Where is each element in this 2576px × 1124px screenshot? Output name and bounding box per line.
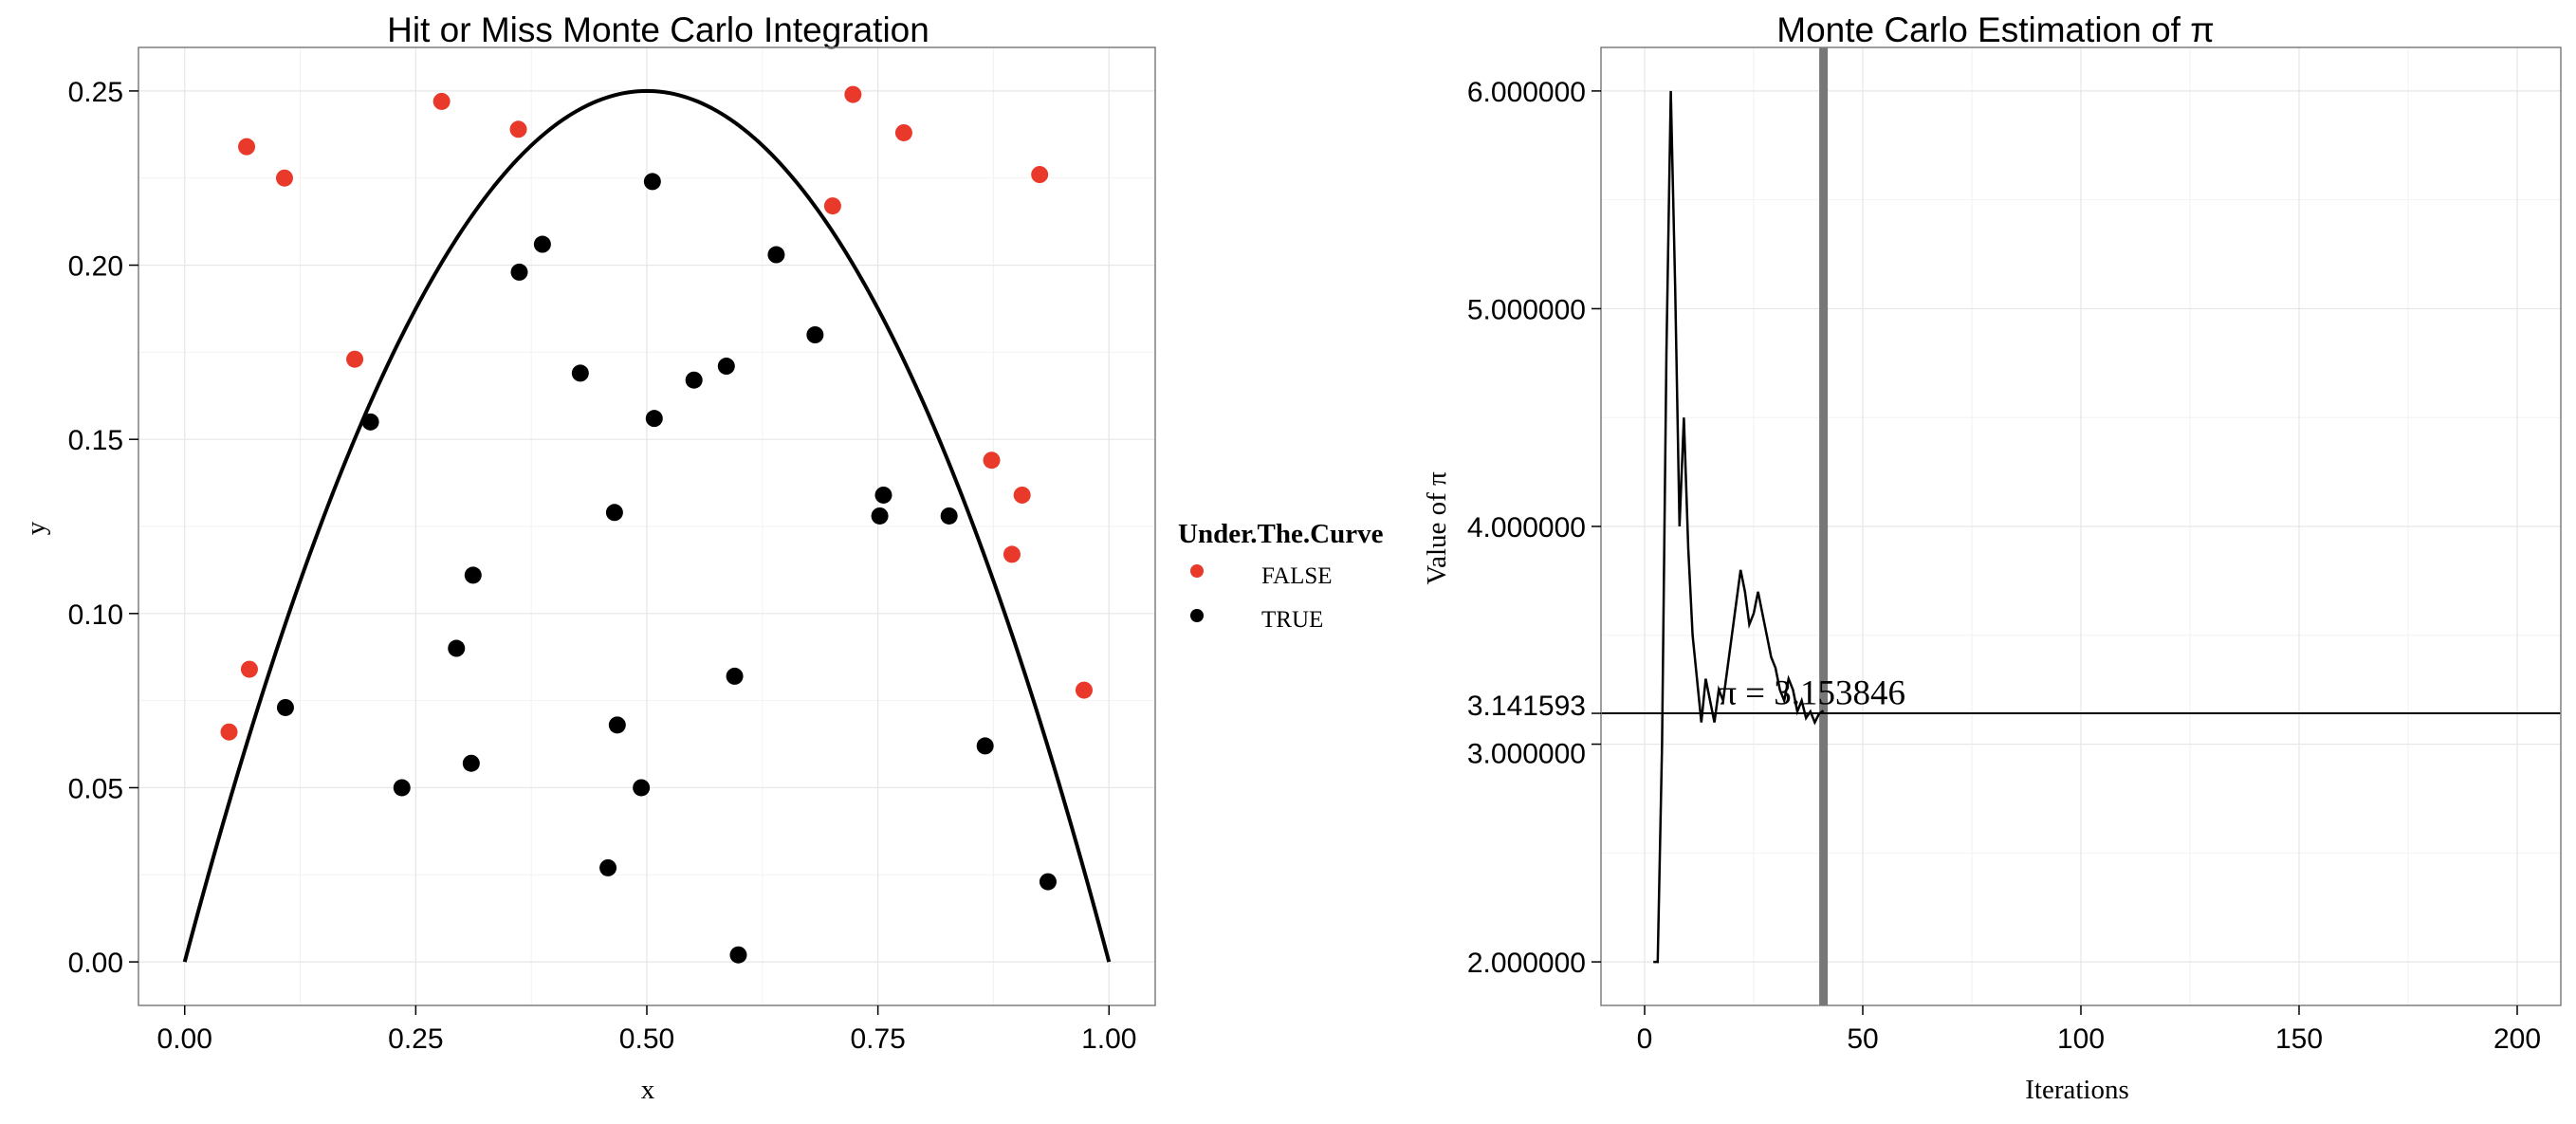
- scatter-point-false: [983, 451, 1001, 470]
- left-y-axis-label: y: [21, 521, 51, 535]
- left-x-axis-label: x: [641, 1075, 655, 1105]
- y-tick-label: 6.000000: [1467, 77, 1586, 108]
- scatter-point-false: [240, 660, 258, 678]
- y-tick-label: 5.000000: [1467, 294, 1586, 325]
- y-tick-label: 3.000000: [1467, 739, 1586, 770]
- x-tick-label: 0.25: [388, 1023, 443, 1055]
- scatter-point-true: [393, 779, 411, 797]
- scatter-point-true: [1039, 873, 1057, 891]
- right-chart-title: Monte Carlo Estimation of π: [1776, 10, 2215, 49]
- scatter-point-false: [1003, 545, 1021, 563]
- legend-true-marker: [1190, 609, 1204, 622]
- scatter-point-true: [533, 235, 551, 253]
- scatter-point-false: [275, 169, 293, 187]
- scatter-point-true: [729, 946, 747, 964]
- scatter-point-true: [806, 326, 824, 343]
- left-axis-ticks: 0.00 0.25 0.50 0.75 1.00 0.00 0.05 0.10 0.15 0.20…: [68, 77, 1137, 1055]
- scatter-point-true: [599, 858, 617, 876]
- scatter-point-true: [462, 754, 480, 772]
- scatter-point-true: [940, 507, 958, 525]
- scatter-point-false: [894, 123, 912, 141]
- scatter-point-true: [510, 263, 528, 281]
- scatter-point-true: [976, 737, 994, 755]
- scatter-point-false: [823, 197, 841, 215]
- right-x-axis-label: Iterations: [2025, 1075, 2129, 1105]
- left-chart-panel: Hit or Miss Monte Carlo Integration 0.00…: [21, 10, 1156, 1105]
- scatter-point-false: [1031, 166, 1049, 184]
- legend-title: Under.The.Curve: [1178, 519, 1384, 549]
- y-tick-label: 3.141593: [1467, 691, 1586, 722]
- y-tick-label: 0.20: [68, 251, 123, 283]
- left-chart-title: Hit or Miss Monte Carlo Integration: [387, 10, 929, 49]
- scatter-point-true: [276, 698, 294, 716]
- scatter-point-true: [361, 413, 379, 431]
- pi-estimate-line: [1653, 90, 1825, 964]
- right-chart-panel: Monte Carlo Estimation of π π = 3.153846…: [1422, 10, 2562, 1105]
- scatter-point-true: [571, 364, 589, 382]
- right-axis-ticks: 0 50 100 150 200 2.000000 3.000000 3.141593 4.00…: [1467, 77, 2541, 1055]
- x-tick-label: 0.00: [157, 1023, 212, 1055]
- y-tick-label: 0.00: [68, 948, 123, 979]
- y-tick-label: 4.000000: [1467, 512, 1586, 544]
- scatter-point-true: [633, 779, 651, 797]
- legend: Under.The.Curve FALSE TRUE: [1178, 519, 1384, 633]
- x-tick-label: 100: [2057, 1023, 2105, 1055]
- parabola-curve: [182, 88, 1112, 963]
- scatter-point-false: [509, 120, 527, 138]
- legend-false-marker: [1190, 564, 1204, 578]
- scatter-point-true: [717, 358, 735, 376]
- scatter-point-true: [726, 667, 744, 685]
- scatter-point-false: [346, 350, 364, 368]
- y-tick-label: 2.000000: [1467, 948, 1586, 979]
- scatter-point-false: [238, 138, 256, 156]
- x-tick-label: 0: [1637, 1023, 1653, 1055]
- legend-false-label: FALSE: [1261, 563, 1333, 589]
- y-tick-label: 0.25: [68, 77, 123, 108]
- scatter-point-true: [464, 566, 482, 584]
- scatter-points: [220, 85, 1093, 964]
- right-y-axis-label: Value of π: [1422, 471, 1452, 585]
- scatter-point-true: [645, 410, 663, 428]
- left-gridlines: [138, 47, 1155, 1005]
- scatter-point-false: [432, 92, 451, 110]
- scatter-point-true: [874, 486, 892, 504]
- y-tick-label: 0.05: [68, 773, 123, 804]
- scatter-point-true: [605, 504, 623, 522]
- x-tick-label: 50: [1847, 1023, 1878, 1055]
- x-tick-label: 0.75: [850, 1023, 905, 1055]
- scatter-point-false: [844, 85, 862, 103]
- right-gridlines: [1601, 47, 2561, 1005]
- pi-estimate-annotation: π = 3.153846: [1719, 674, 1905, 713]
- scatter-point-true: [685, 371, 703, 389]
- scatter-point-true: [608, 716, 626, 734]
- scatter-point-true: [448, 639, 466, 657]
- scatter-point-false: [1013, 486, 1031, 504]
- x-tick-label: 0.50: [619, 1023, 674, 1055]
- y-tick-label: 0.10: [68, 599, 123, 631]
- scatter-point-false: [220, 723, 238, 741]
- scatter-point-true: [643, 173, 661, 191]
- y-tick-label: 0.15: [68, 425, 123, 456]
- scatter-point-true: [767, 246, 785, 264]
- x-tick-label: 1.00: [1081, 1023, 1136, 1055]
- x-tick-label: 200: [2493, 1023, 2541, 1055]
- scatter-point-true: [871, 507, 889, 525]
- x-tick-label: 150: [2275, 1023, 2323, 1055]
- scatter-point-false: [1075, 681, 1093, 699]
- legend-true-label: TRUE: [1261, 607, 1323, 633]
